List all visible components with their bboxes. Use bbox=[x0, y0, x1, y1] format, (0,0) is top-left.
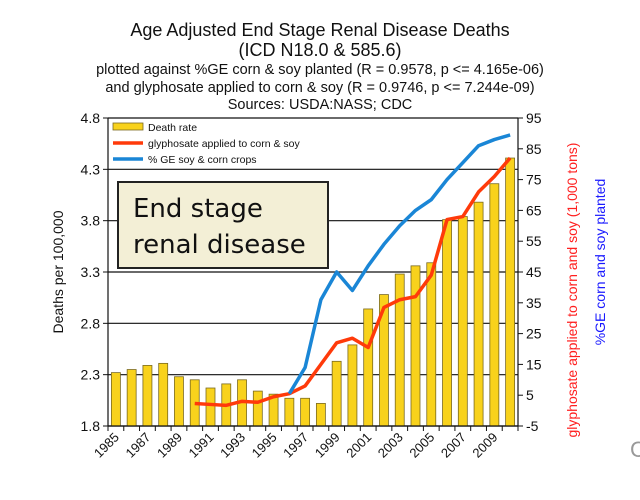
y-tick-label: 4.8 bbox=[81, 110, 101, 126]
x-tick-label: 1993 bbox=[217, 430, 248, 461]
x-tick-label: 2005 bbox=[406, 430, 437, 461]
y2-tick-label: 75 bbox=[526, 172, 542, 188]
legend-swatch-death-rate bbox=[112, 122, 144, 131]
bar-death-rate-2009 bbox=[489, 183, 500, 427]
legend-label: glyphosate applied to corn & soy bbox=[148, 138, 301, 150]
bar-death-rate-1989 bbox=[174, 376, 184, 427]
annotation-line-1: End stage bbox=[133, 194, 263, 224]
bar-death-rate-1991 bbox=[205, 387, 216, 427]
annotation-line-2: renal disease bbox=[133, 230, 306, 260]
bar-death-rate-1997 bbox=[300, 397, 311, 427]
y2-tick-label: 85 bbox=[526, 141, 542, 157]
x-tick-label: 1991 bbox=[186, 430, 217, 461]
bar-death-rate-2001 bbox=[363, 308, 374, 427]
annotation-box: End stage renal disease bbox=[117, 181, 329, 269]
chart-title-line-2: (ICD N18.0 & 585.6) bbox=[238, 40, 402, 60]
bar-death-rate-1996 bbox=[284, 397, 295, 427]
x-tick-label: 1987 bbox=[122, 430, 153, 461]
y2-tick-label: 35 bbox=[526, 295, 542, 311]
y-tick-label: 2.3 bbox=[81, 367, 101, 383]
y-tick-label: 2.8 bbox=[81, 315, 101, 331]
y2-axis-title-ge: %GE corn and soy planted bbox=[592, 179, 608, 346]
bar-death-rate-2003 bbox=[394, 273, 405, 427]
y2-tick-label: 25 bbox=[526, 326, 542, 342]
y-tick-label: 1.8 bbox=[81, 418, 101, 434]
x-tick-label: 1989 bbox=[154, 430, 185, 461]
y2-tick-label: -5 bbox=[526, 418, 539, 434]
y-axis-title: Deaths per 100,000 bbox=[50, 210, 66, 333]
y-tick-label: 3.8 bbox=[81, 213, 101, 229]
y2-tick-label: 5 bbox=[526, 387, 534, 403]
edge-glyph: C bbox=[630, 437, 640, 462]
bar-death-rate-1985 bbox=[110, 372, 121, 427]
chart-sources: Sources: USDA:NASS; CDC bbox=[227, 97, 413, 113]
y2-tick-label: 15 bbox=[526, 356, 542, 372]
x-tick-label: 1995 bbox=[249, 430, 280, 461]
bar-death-rate-2007 bbox=[457, 216, 468, 427]
y2-tick-label: 95 bbox=[526, 110, 542, 126]
x-tick-label: 2007 bbox=[438, 430, 469, 461]
bar-death-rate-2005 bbox=[426, 262, 437, 427]
x-tick-label: 1985 bbox=[91, 430, 122, 461]
chart-subtitle-line-1: plotted against %GE corn & soy planted (… bbox=[96, 62, 544, 78]
chart-subtitle-line-2: and glyphosate applied to corn & soy (R … bbox=[105, 80, 535, 96]
y-tick-label: 4.3 bbox=[81, 161, 101, 177]
bar-death-rate-1994 bbox=[252, 390, 263, 427]
x-tick-label: 2001 bbox=[343, 430, 374, 461]
bar-death-rate-2000 bbox=[347, 344, 358, 427]
bar-death-rate-1988 bbox=[158, 362, 169, 427]
bar-death-rate-1986 bbox=[126, 369, 137, 427]
bar-death-rate-2010 bbox=[505, 157, 516, 427]
y2-tick-label: 55 bbox=[526, 233, 542, 249]
x-tick-label: 2003 bbox=[375, 430, 406, 461]
x-tick-label: 1997 bbox=[280, 430, 311, 461]
y2-axis-title-glyphosate: glyphosate applied to corn and soy (1,00… bbox=[564, 143, 580, 438]
legend-label: Death rate bbox=[148, 122, 197, 134]
y2-tick-label: 45 bbox=[526, 264, 542, 280]
bar-death-rate-1998 bbox=[315, 403, 326, 427]
y2-tick-label: 65 bbox=[526, 202, 542, 218]
y-tick-label: 3.3 bbox=[81, 264, 101, 280]
chart-title-line-1: Age Adjusted End Stage Renal Disease Dea… bbox=[130, 20, 510, 40]
legend-label: % GE soy & corn crops bbox=[148, 154, 257, 166]
bar-death-rate-1999 bbox=[331, 360, 342, 427]
x-tick-label: 2009 bbox=[469, 430, 500, 461]
bar-death-rate-2008 bbox=[473, 201, 484, 427]
bar-death-rate-2006 bbox=[442, 219, 452, 427]
bar-death-rate-1987 bbox=[142, 365, 153, 427]
x-tick-label: 1999 bbox=[312, 430, 343, 461]
